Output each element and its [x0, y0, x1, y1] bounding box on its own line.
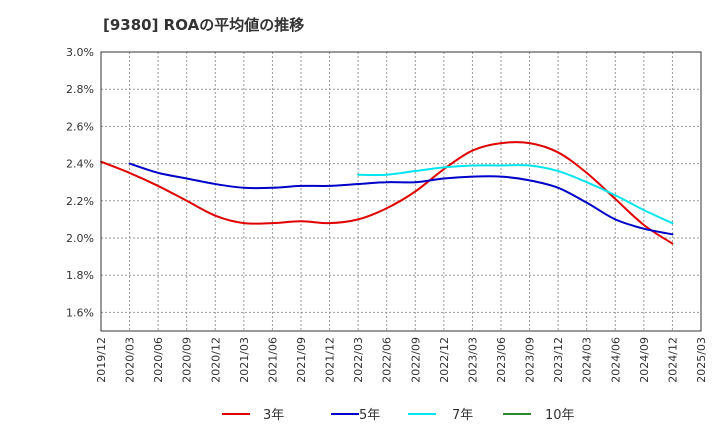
x-tick-label: 2022/12	[438, 337, 451, 383]
x-tick-label: 2024/03	[581, 337, 594, 383]
series-line	[357, 164, 674, 225]
x-tick-label: 2024/06	[609, 337, 622, 383]
y-tick-label: 2.0%	[66, 232, 94, 245]
y-tick-label: 2.8%	[66, 83, 94, 96]
x-tick-label: 2021/06	[266, 337, 279, 383]
x-tick-label: 2021/09	[295, 337, 308, 383]
x-tick-label: 2023/09	[524, 337, 537, 383]
x-tick-label: 2023/12	[552, 337, 565, 383]
grid	[101, 51, 701, 331]
legend-label: 10年	[545, 408, 575, 423]
y-axis-ticks: 1.6% 1.8% 2.0% 2.2% 2.4% 2.6% 2.8% 3.0%	[66, 46, 94, 319]
x-tick-label: 2024/09	[638, 337, 651, 383]
legend-label: 3年	[263, 408, 284, 423]
y-tick-label: 2.2%	[66, 195, 94, 208]
x-axis-ticks: 2019/12 2020/03 2020/06 2020/09 2020/12 2021/…	[95, 337, 708, 383]
series-lines	[100, 141, 674, 245]
x-tick-label: 2023/03	[466, 337, 479, 383]
x-tick-label: 2020/06	[152, 337, 165, 383]
x-tick-label: 2021/03	[238, 337, 251, 383]
series-line	[100, 141, 674, 245]
x-tick-label: 2023/06	[495, 337, 508, 383]
x-tick-label: 2022/03	[352, 337, 365, 383]
y-tick-label: 2.4%	[66, 158, 94, 171]
chart-title: [9380] ROAの平均値の推移	[103, 16, 305, 34]
y-tick-label: 1.6%	[66, 306, 94, 319]
legend-label: 5年	[359, 408, 380, 423]
x-tick-label: 2022/06	[381, 337, 394, 383]
y-tick-label: 1.8%	[66, 269, 94, 282]
x-tick-label: 2025/03	[695, 337, 708, 383]
series-line	[128, 162, 674, 236]
x-tick-label: 2019/12	[95, 337, 108, 383]
x-tick-label: 2020/03	[124, 337, 137, 383]
legend: 3年 5年 7年 10年	[222, 408, 575, 423]
y-tick-label: 2.6%	[66, 120, 94, 133]
x-tick-label: 2024/12	[666, 337, 679, 383]
x-tick-label: 2020/09	[181, 337, 194, 383]
x-tick-label: 2022/09	[409, 337, 422, 383]
plot-frame	[100, 51, 702, 332]
y-tick-label: 3.0%	[66, 46, 94, 59]
x-tick-label: 2021/12	[324, 337, 337, 383]
x-tick-label: 2020/12	[209, 337, 222, 383]
legend-label: 7年	[452, 408, 473, 423]
